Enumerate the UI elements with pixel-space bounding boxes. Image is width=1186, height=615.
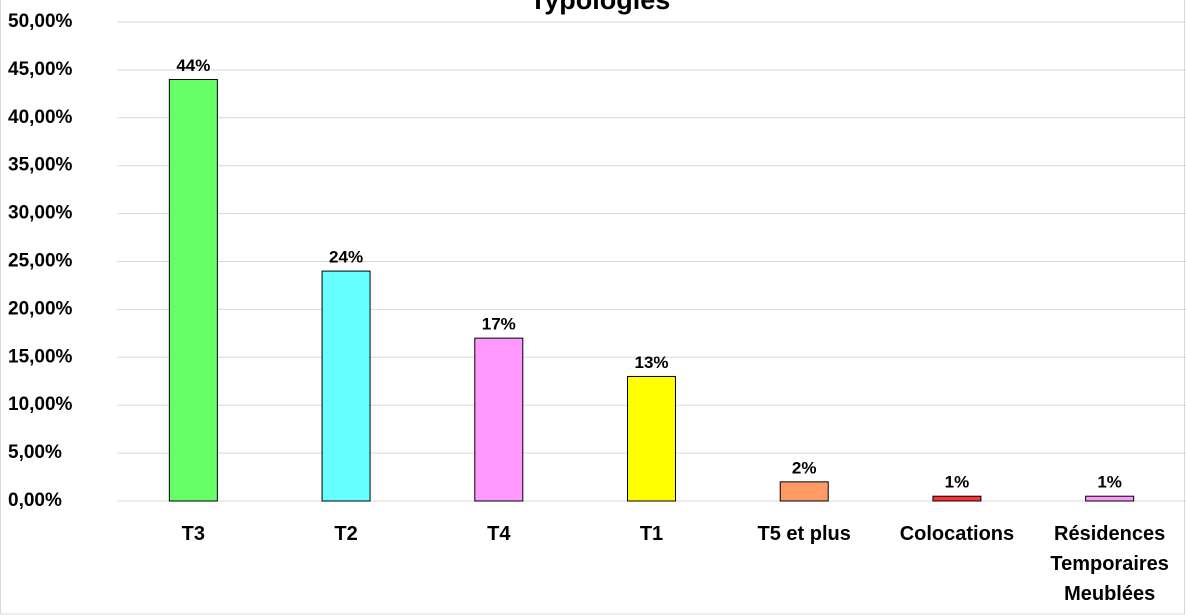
data-label: 44% — [176, 56, 210, 75]
bar — [779, 481, 829, 502]
x-tick-label: T5 et plus — [757, 523, 851, 545]
data-label: 1% — [945, 473, 970, 492]
y-tick-label: 30,00% — [8, 203, 73, 224]
y-tick-label: 35,00% — [8, 155, 73, 176]
x-tick-label: T1 — [639, 523, 664, 545]
y-tick-label: 40,00% — [8, 107, 73, 128]
y-tick-label: 15,00% — [8, 346, 73, 367]
x-tick-label: Colocations — [899, 523, 1015, 545]
bar — [932, 495, 982, 502]
y-tick-label: 25,00% — [8, 251, 73, 272]
y-tick-label: 10,00% — [8, 394, 73, 415]
bar — [474, 337, 524, 502]
data-label: 1% — [1097, 473, 1122, 492]
bar — [1085, 495, 1135, 502]
x-tick-label: T2 — [334, 523, 358, 545]
y-tick-label: 0,00% — [8, 490, 62, 511]
y-tick-label: 50,00% — [8, 11, 73, 32]
y-tick-label: 20,00% — [8, 298, 73, 319]
data-label: 17% — [482, 315, 516, 334]
x-tick-label: T4 — [487, 523, 511, 545]
data-label: 24% — [329, 248, 363, 267]
data-label: 2% — [792, 458, 817, 477]
data-label: 13% — [634, 353, 668, 372]
x-tick-label: Résidences Temporaires Meublées — [1050, 523, 1169, 605]
bar — [627, 375, 676, 502]
bar — [321, 270, 371, 502]
y-tick-label: 5,00% — [8, 442, 62, 463]
bar — [168, 78, 218, 502]
chart-title: Typologies — [530, 0, 671, 15]
y-tick-label: 45,00% — [8, 59, 73, 80]
x-tick-label: T3 — [181, 523, 206, 545]
